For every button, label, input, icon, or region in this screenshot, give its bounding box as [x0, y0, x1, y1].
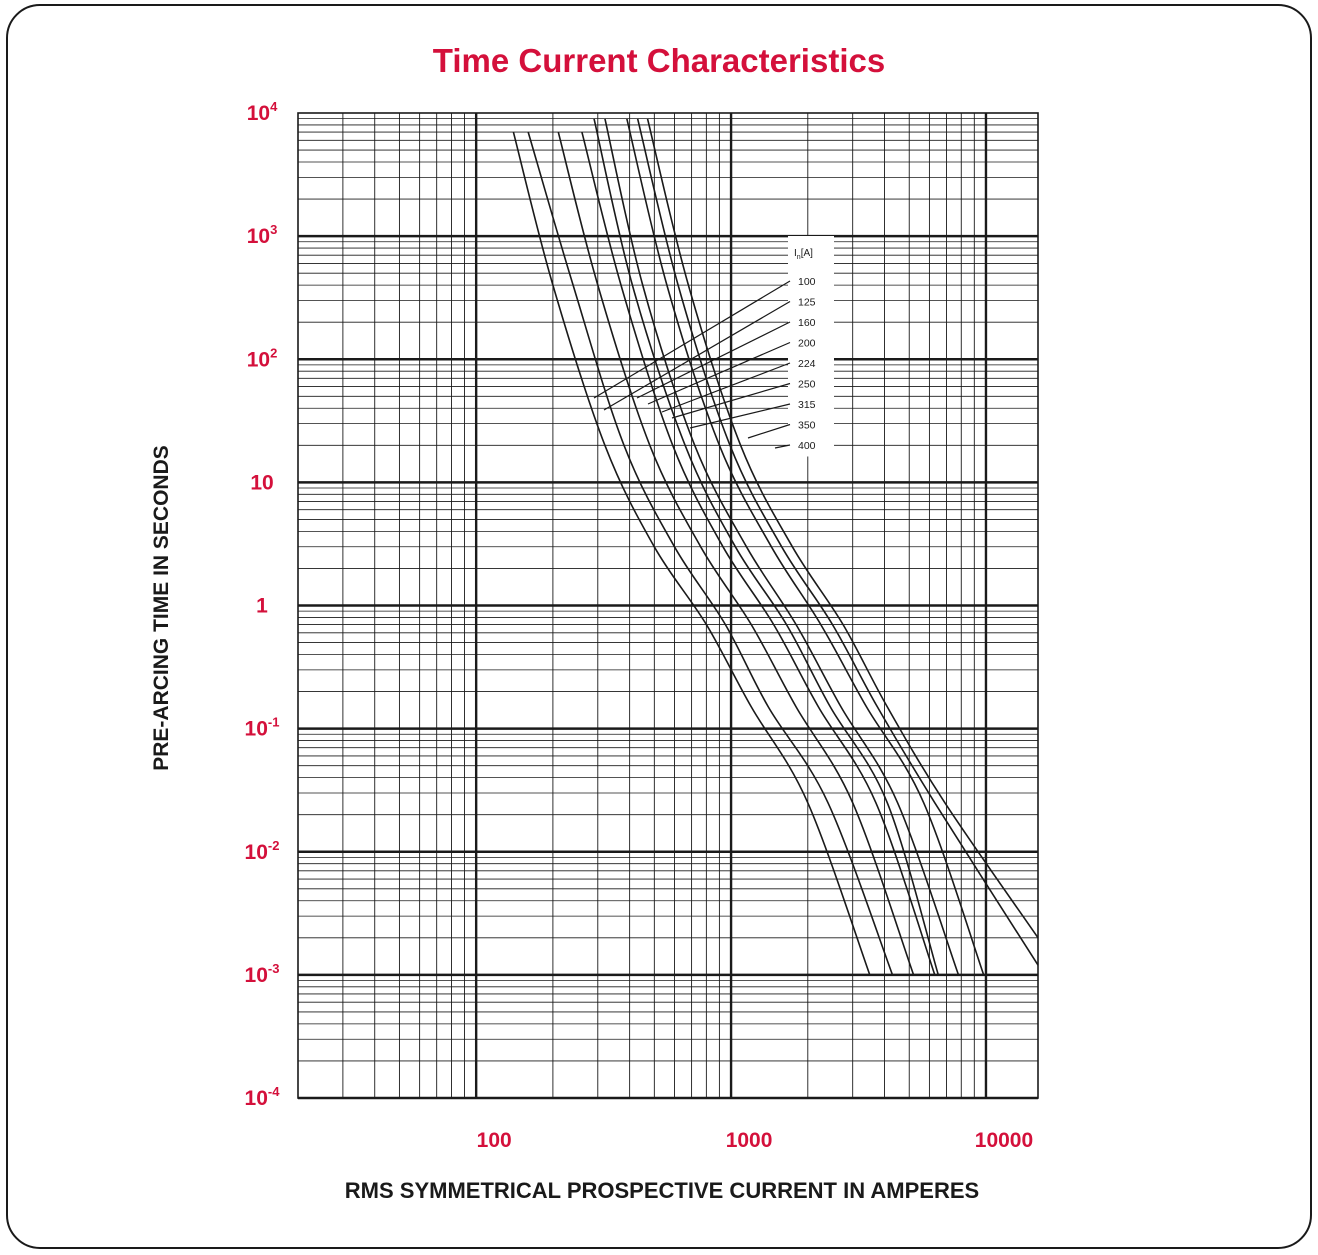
legend-label-224: 224	[798, 358, 816, 370]
legend-label-100: 100	[798, 276, 816, 288]
legend-box	[788, 236, 834, 457]
legend-leader-224	[661, 362, 791, 413]
legend-label-250: 250	[798, 379, 816, 391]
legend-leader-200	[647, 341, 791, 405]
series-line-315	[626, 118, 985, 976]
legend-leader-160	[636, 321, 791, 399]
y-tick-label: 102	[247, 345, 278, 371]
legend-label-315: 315	[798, 399, 816, 411]
legend-label-200: 200	[798, 338, 816, 350]
series-line-160	[557, 131, 915, 976]
y-tick-label: 103	[247, 222, 278, 248]
legend-label-160: 160	[798, 317, 816, 329]
legend: In[A] 100 125 160 200 224 250 315 350 400	[593, 236, 834, 457]
y-tick-label: 10-4	[245, 1084, 281, 1110]
x-axis-label: RMS SYMMETRICAL PROSPECTIVE CURRENT IN A…	[345, 1178, 979, 1203]
legend-leader-125	[603, 300, 791, 411]
legend-label-125: 125	[798, 297, 816, 309]
y-tick-label: 104	[247, 99, 278, 125]
legend-leader-250	[671, 382, 791, 419]
y-tick-label: 10-1	[245, 715, 280, 741]
series-line-125	[527, 131, 894, 976]
series-line-100	[512, 131, 871, 976]
y-tick-label: 1	[256, 595, 268, 618]
x-tick-label: 1000	[726, 1129, 773, 1152]
series-line-224	[593, 118, 940, 976]
x-tick-label: 10000	[975, 1129, 1033, 1152]
grid	[297, 112, 1039, 1100]
series-line-200	[581, 131, 936, 976]
series-line-250	[604, 118, 960, 976]
curves	[512, 118, 1039, 976]
legend-label-400: 400	[798, 440, 816, 452]
series-line-400	[646, 118, 1039, 939]
x-tick-label: 100	[477, 1129, 512, 1152]
legend-label-350: 350	[798, 420, 816, 432]
y-tick-label: 10	[250, 471, 273, 494]
legend-leader-400	[774, 444, 791, 449]
chart-frame	[6, 4, 1312, 1249]
series-line-350	[636, 118, 1039, 966]
legend-leader-350	[747, 423, 791, 439]
legend-leader-315	[689, 403, 791, 429]
y-axis-label: PRE-ARCING TIME IN SECONDS	[150, 445, 173, 771]
legend-leader-100	[593, 280, 791, 399]
chart-title: Time Current Characteristics	[433, 42, 885, 79]
legend-header: In[A]	[794, 248, 813, 261]
y-tick-label: 10-2	[245, 838, 280, 864]
y-tick-label: 10-3	[245, 961, 280, 987]
